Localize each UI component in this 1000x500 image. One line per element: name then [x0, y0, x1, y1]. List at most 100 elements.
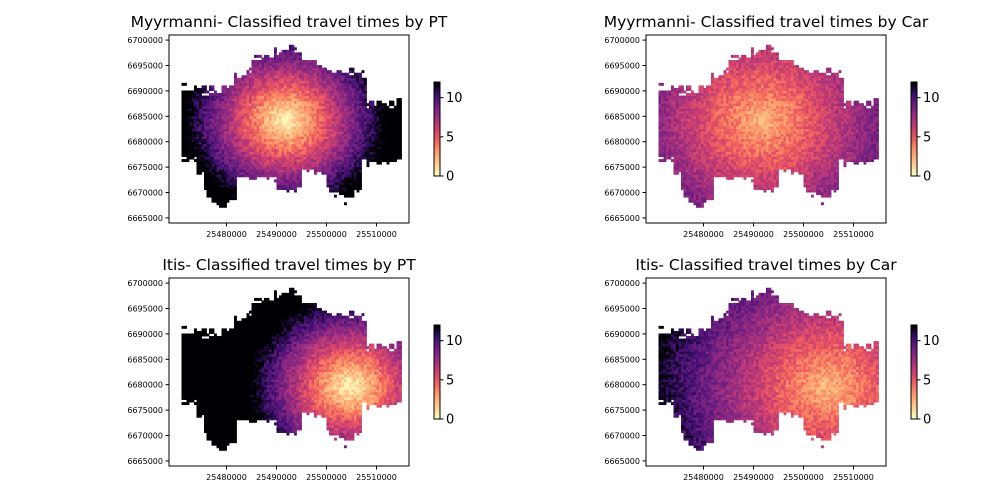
grid-cell [346, 93, 350, 96]
grid-cell [221, 192, 225, 196]
grid-cell [189, 108, 192, 112]
grid-cell [663, 123, 667, 127]
grid-cell [299, 75, 302, 79]
grid-cell [314, 77, 317, 81]
grid-cell [716, 77, 719, 81]
grid-cell [349, 164, 352, 168]
grid-cell [396, 151, 400, 155]
grid-cell [691, 179, 694, 183]
grid-cell [696, 105, 699, 109]
grid-cell [346, 166, 350, 170]
grid-cell [334, 166, 337, 170]
grid-cell [249, 171, 252, 175]
grid-cell [334, 131, 337, 135]
grid-cell [316, 169, 320, 173]
grid-cell [331, 95, 335, 99]
grid-cell [708, 161, 712, 165]
grid-cell [718, 95, 722, 99]
grid-cell [181, 90, 185, 94]
grid-cell [264, 154, 267, 157]
grid-cell [701, 171, 704, 175]
grid-cell [334, 171, 337, 175]
grid-cell [341, 103, 345, 107]
grid-cell [279, 93, 282, 96]
grid-cell [289, 131, 292, 135]
grid-cell [301, 67, 305, 71]
grid-cell [229, 176, 232, 180]
grid-cell [249, 141, 252, 145]
grid-cell [214, 131, 217, 135]
grid-cell [713, 100, 717, 104]
grid-cell [209, 103, 212, 107]
grid-cell [246, 126, 250, 129]
grid-cell [336, 100, 340, 104]
grid-cell [718, 159, 722, 163]
grid-cell [294, 141, 297, 145]
grid-cell [301, 164, 305, 168]
grid-cell [241, 113, 245, 117]
grid-cell [371, 113, 375, 117]
grid-cell [676, 138, 679, 142]
grid-cell [326, 115, 330, 119]
grid-cell [181, 82, 185, 86]
grid-cell [706, 85, 709, 89]
grid-cell [721, 143, 724, 147]
grid-cell [696, 115, 699, 119]
grid-cell [319, 108, 322, 112]
grid-cell [244, 151, 247, 155]
grid-cell [728, 67, 732, 71]
grid-cell [204, 113, 207, 117]
grid-cell [326, 100, 330, 104]
grid-cell [706, 166, 709, 170]
grid-cell [711, 123, 714, 127]
grid-cell [386, 156, 390, 160]
grid-cell [314, 100, 317, 104]
grid-cell [688, 156, 692, 160]
grid-cell [289, 118, 292, 122]
grid-cell [284, 72, 287, 76]
grid-cell [199, 95, 202, 99]
grid-cell [686, 133, 689, 137]
grid-cell [334, 194, 337, 198]
grid-cell [286, 98, 290, 102]
grid-cell [686, 105, 689, 109]
grid-cell [221, 146, 225, 150]
grid-cell [681, 169, 684, 173]
grid-cell [386, 146, 390, 150]
grid-cell [311, 113, 315, 117]
grid-cell [738, 171, 742, 175]
grid-cell [181, 148, 185, 152]
grid-cell [354, 90, 357, 94]
grid-cell [708, 192, 712, 196]
grid-cell [256, 169, 260, 173]
grid-cell [384, 133, 387, 137]
grid-cell [241, 164, 245, 168]
grid-cell [264, 113, 267, 117]
grid-cell [691, 151, 694, 155]
grid-cell [336, 98, 340, 102]
grid-cell [381, 141, 385, 145]
grid-cell [326, 166, 330, 170]
grid-cell [369, 133, 372, 137]
grid-cell [351, 143, 355, 147]
grid-cell [211, 161, 215, 165]
grid-cell [266, 105, 270, 109]
grid-cell [319, 143, 322, 147]
grid-cell [294, 184, 297, 188]
grid-cell [256, 67, 260, 71]
grid-cell [231, 120, 235, 124]
grid-cell [706, 156, 709, 160]
grid-cell [334, 151, 337, 155]
grid-cell [201, 136, 205, 140]
grid-cell [306, 113, 310, 117]
grid-cell [284, 54, 287, 58]
y-tick-label: 6675000 [127, 163, 163, 172]
grid-cell [663, 146, 667, 150]
grid-cell [214, 110, 217, 114]
grid-cell [204, 87, 207, 91]
grid-cell [389, 118, 392, 122]
grid-cell [204, 179, 207, 183]
grid-cell [696, 148, 699, 152]
grid-cell [204, 176, 207, 180]
grid-cell [673, 148, 677, 152]
